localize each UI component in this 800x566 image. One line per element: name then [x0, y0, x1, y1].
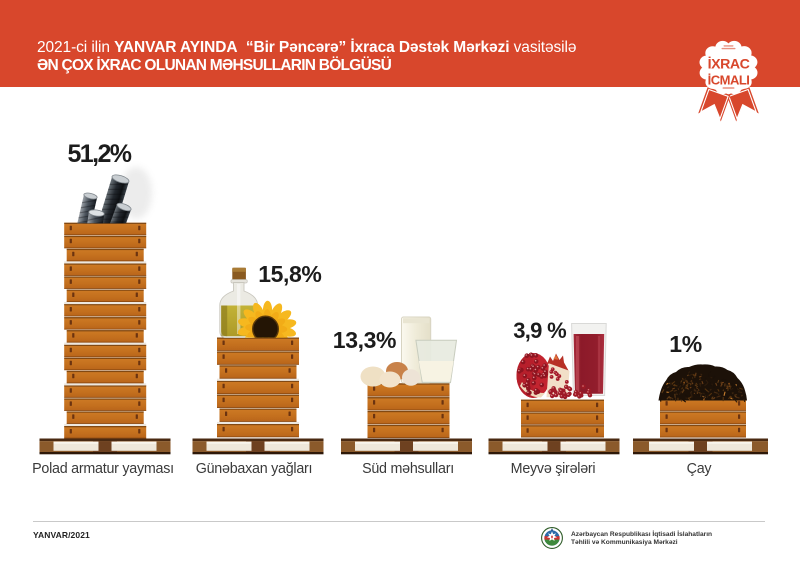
- svg-text:İXRAC: İXRAC: [708, 56, 750, 73]
- svg-text:İCMALI: İCMALI: [708, 73, 750, 88]
